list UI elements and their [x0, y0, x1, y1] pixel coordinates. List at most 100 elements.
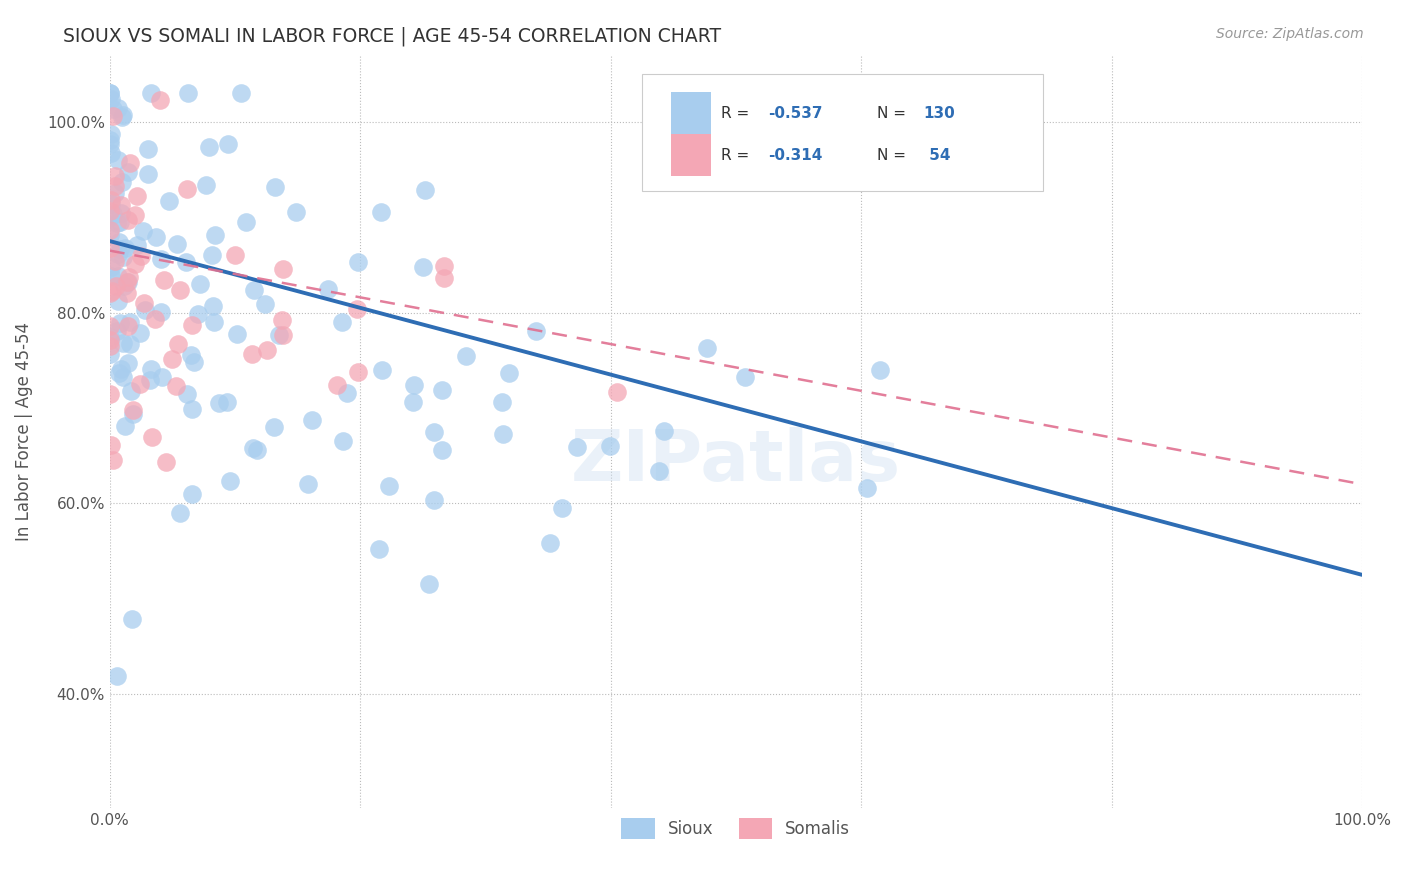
Point: [150, 252, 173, 267]
Point: [122, 407, 145, 421]
Point: [100, 268, 122, 283]
Point: [139, 362, 162, 376]
Point: [181, 402, 204, 417]
Point: [734, 369, 756, 384]
Point: [98, 87, 121, 101]
Point: [370, 205, 392, 219]
Point: [110, 197, 132, 211]
Point: [430, 443, 453, 458]
Text: 54: 54: [924, 148, 950, 163]
Point: [98, 223, 121, 237]
Point: [114, 241, 136, 255]
Point: [190, 277, 212, 291]
Point: [101, 207, 124, 221]
Point: [166, 237, 188, 252]
Text: ZIPatlas: ZIPatlas: [571, 427, 901, 497]
Point: [117, 275, 139, 289]
Point: [134, 302, 156, 317]
Point: [98, 228, 121, 243]
Text: R =: R =: [721, 105, 754, 120]
Point: [218, 474, 240, 488]
Point: [98, 133, 121, 147]
Point: [204, 228, 226, 243]
Point: [432, 383, 454, 397]
Point: [243, 283, 266, 297]
Point: [176, 182, 198, 196]
Point: [567, 440, 589, 454]
Point: [346, 301, 368, 316]
Point: [368, 541, 391, 556]
Point: [869, 363, 891, 377]
Point: [117, 318, 139, 333]
Point: [98, 319, 121, 334]
Point: [120, 156, 142, 170]
Point: [273, 328, 295, 343]
Point: [125, 188, 148, 202]
Point: [181, 486, 204, 500]
Point: [111, 335, 134, 350]
Point: [599, 439, 621, 453]
Point: [118, 315, 141, 329]
Point: [183, 355, 205, 369]
Point: [104, 169, 127, 184]
Point: [316, 282, 339, 296]
Point: [100, 347, 122, 361]
Point: [101, 109, 124, 123]
Point: [551, 500, 574, 515]
Text: SIOUX VS SOMALI IN LABOR FORCE | AGE 45-54 CORRELATION CHART: SIOUX VS SOMALI IN LABOR FORCE | AGE 45-…: [63, 27, 721, 46]
Point: [98, 136, 121, 151]
Point: [115, 286, 138, 301]
Point: [100, 146, 122, 161]
Point: [370, 362, 392, 376]
Point: [138, 167, 160, 181]
Text: 130: 130: [924, 105, 956, 120]
Point: [301, 413, 323, 427]
Point: [540, 536, 562, 550]
Point: [202, 315, 225, 329]
Point: [128, 326, 150, 340]
Point: [124, 208, 146, 222]
Point: [652, 424, 675, 438]
Point: [492, 427, 515, 442]
Point: [129, 249, 152, 263]
Point: [128, 377, 150, 392]
FancyBboxPatch shape: [671, 92, 711, 134]
Point: [108, 366, 131, 380]
Point: [263, 419, 285, 434]
Point: [107, 247, 129, 261]
Point: [271, 262, 294, 277]
Point: [181, 318, 204, 333]
Point: [107, 293, 129, 308]
Point: [347, 255, 370, 269]
Point: [169, 283, 191, 297]
Point: [112, 279, 135, 293]
Point: [167, 337, 190, 351]
Point: [100, 284, 122, 298]
Point: [143, 311, 166, 326]
Point: [198, 140, 221, 154]
Point: [100, 128, 122, 142]
Point: [402, 377, 425, 392]
Y-axis label: In Labor Force | Age 45-54: In Labor Force | Age 45-54: [15, 322, 32, 541]
Point: [104, 186, 127, 200]
Point: [105, 324, 128, 338]
Point: [98, 285, 121, 300]
Point: [433, 270, 456, 285]
Point: [103, 452, 125, 467]
Point: [332, 434, 354, 448]
Point: [118, 269, 141, 284]
Point: [433, 259, 456, 273]
Point: [150, 369, 173, 384]
Point: [138, 373, 160, 387]
Point: [111, 108, 134, 122]
Point: [326, 378, 349, 392]
Point: [346, 365, 368, 379]
Point: [124, 257, 146, 271]
Point: [242, 442, 264, 456]
Legend: Sioux, Somalis: Sioux, Somalis: [614, 812, 858, 846]
Point: [254, 297, 277, 311]
Point: [121, 403, 143, 417]
Point: [169, 506, 191, 520]
Point: [194, 178, 217, 193]
Point: [104, 179, 127, 194]
